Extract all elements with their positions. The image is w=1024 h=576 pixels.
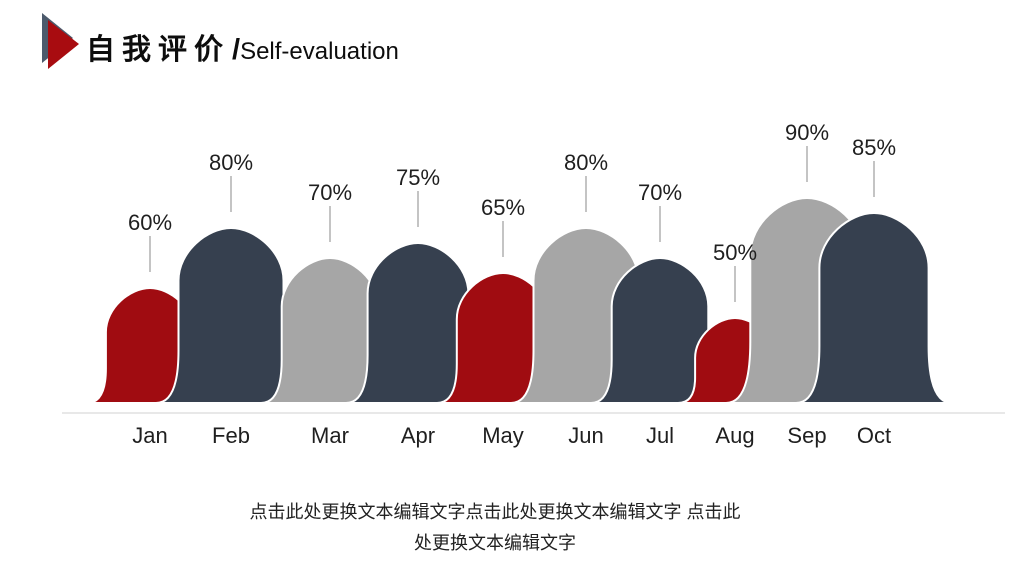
percent-label-jun: 80% bbox=[564, 150, 608, 175]
percent-label-jul: 70% bbox=[638, 180, 682, 205]
month-label-jan: Jan bbox=[132, 423, 167, 448]
title-slash: / bbox=[232, 34, 241, 66]
percent-label-apr: 75% bbox=[396, 165, 440, 190]
percent-label-sep: 90% bbox=[785, 120, 829, 145]
month-label-apr: Apr bbox=[401, 423, 435, 448]
percent-label-aug: 50% bbox=[713, 240, 757, 265]
mound-oct bbox=[795, 211, 953, 404]
month-label-may: May bbox=[482, 423, 524, 448]
month-label-jul: Jul bbox=[646, 423, 674, 448]
month-label-aug: Aug bbox=[715, 423, 754, 448]
percent-label-jan: 60% bbox=[128, 210, 172, 235]
footer-placeholder-text[interactable]: 点击此处更换文本编辑文字点击此处更换文本编辑文字 点击此 处更换文本编辑文字 bbox=[0, 497, 990, 559]
month-label-mar: Mar bbox=[311, 423, 349, 448]
percent-label-may: 65% bbox=[481, 195, 525, 220]
month-label-oct: Oct bbox=[857, 423, 891, 448]
percent-label-feb: 80% bbox=[209, 150, 253, 175]
month-label-sep: Sep bbox=[787, 423, 826, 448]
title-english: Self-evaluation bbox=[240, 38, 399, 65]
percent-label-mar: 70% bbox=[308, 180, 352, 205]
percent-label-oct: 85% bbox=[852, 135, 896, 160]
title-chinese: 自我评价 bbox=[86, 34, 231, 66]
month-label-jun: Jun bbox=[568, 423, 603, 448]
footer-line-2: 处更换文本编辑文字 bbox=[414, 533, 576, 553]
footer-line-1: 点击此处更换文本编辑文字点击此处更换文本编辑文字 点击此 bbox=[249, 502, 741, 522]
header-arrow-icon bbox=[42, 13, 79, 69]
page-title[interactable]: 自我评价 / Self-evaluation bbox=[86, 26, 399, 66]
month-label-feb: Feb bbox=[212, 423, 250, 448]
front-triangle-shape bbox=[48, 20, 79, 69]
